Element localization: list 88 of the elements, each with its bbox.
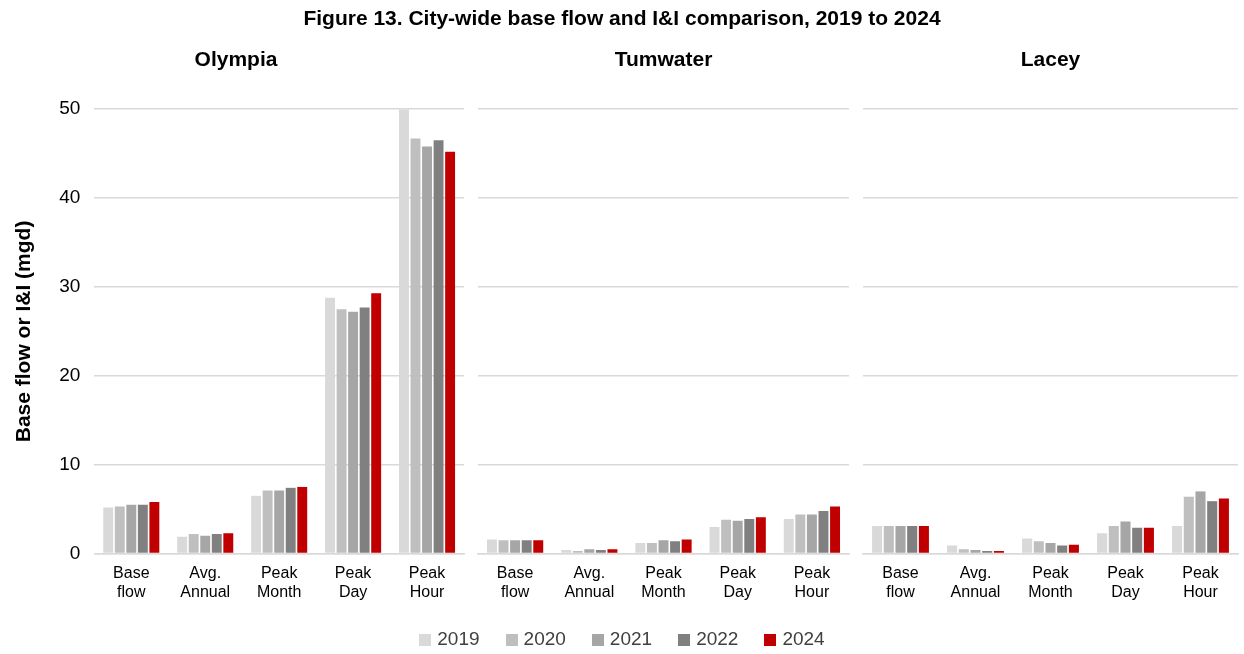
bar bbox=[262, 490, 273, 553]
x-tick-label: Peak Hour bbox=[408, 563, 447, 600]
bar bbox=[970, 550, 981, 553]
bar bbox=[681, 539, 692, 553]
y-tick-label: 50 bbox=[59, 97, 81, 119]
bar bbox=[336, 309, 347, 553]
bar bbox=[422, 146, 432, 553]
legend-label: 2022 bbox=[695, 628, 739, 650]
x-tick-label: Peak Hour bbox=[1182, 563, 1220, 600]
bar bbox=[211, 534, 222, 553]
bar bbox=[285, 487, 296, 553]
bar bbox=[595, 550, 606, 553]
chart-subtitle: Tumwater bbox=[614, 47, 713, 71]
bar bbox=[670, 541, 681, 553]
bar bbox=[1068, 544, 1079, 553]
legend-label: 2019 bbox=[436, 628, 480, 650]
bar bbox=[521, 540, 532, 553]
bar bbox=[149, 502, 160, 553]
bar bbox=[410, 138, 421, 553]
bar bbox=[795, 514, 806, 553]
bar bbox=[883, 526, 894, 553]
y-axis-title: Base flow or I&I (mgd) bbox=[11, 220, 35, 443]
bar bbox=[732, 520, 743, 553]
bar bbox=[830, 506, 841, 553]
bar bbox=[918, 526, 929, 553]
x-tick-label: Peak Month bbox=[256, 563, 302, 600]
bar bbox=[371, 293, 382, 553]
x-tick-label: Peak Month bbox=[1028, 563, 1073, 600]
bar bbox=[359, 307, 370, 553]
bar bbox=[126, 504, 137, 553]
bar bbox=[1108, 526, 1119, 553]
bar bbox=[818, 510, 829, 553]
bar bbox=[200, 535, 211, 553]
bar bbox=[755, 517, 766, 553]
x-tick-label: Base flow bbox=[882, 563, 919, 600]
bar bbox=[533, 540, 544, 553]
bar bbox=[114, 506, 125, 553]
bar bbox=[1120, 521, 1131, 553]
bar bbox=[510, 540, 521, 553]
x-tick-label: Peak Day bbox=[334, 563, 373, 600]
bar bbox=[1143, 527, 1154, 553]
x-tick-label: Base flow bbox=[496, 563, 534, 600]
y-tick-label: 40 bbox=[59, 186, 81, 208]
x-tick-label: Peak Hour bbox=[793, 563, 832, 600]
bar bbox=[744, 518, 755, 553]
bar bbox=[1207, 501, 1218, 553]
bar bbox=[1195, 491, 1206, 553]
x-tick-label: Base flow bbox=[113, 563, 150, 600]
bar bbox=[1057, 545, 1068, 553]
bar bbox=[646, 542, 657, 553]
bar bbox=[445, 151, 456, 553]
bar bbox=[607, 549, 618, 553]
y-tick-label: 30 bbox=[59, 275, 81, 297]
bar bbox=[958, 549, 969, 553]
bar bbox=[498, 540, 509, 553]
y-tick-label: 0 bbox=[69, 541, 81, 563]
bar bbox=[584, 549, 595, 553]
bar bbox=[1183, 496, 1194, 553]
x-tick-label: Avg. Annual bbox=[564, 563, 615, 600]
y-tick-label: 20 bbox=[59, 364, 81, 386]
legend-label: 2021 bbox=[608, 628, 653, 650]
bar bbox=[188, 534, 199, 553]
bar bbox=[297, 486, 308, 553]
chart-subtitle: Olympia bbox=[194, 47, 278, 71]
x-tick-label: Peak Day bbox=[719, 563, 757, 600]
bar bbox=[721, 519, 732, 553]
legend-label: 2020 bbox=[522, 628, 566, 650]
bar bbox=[1045, 542, 1056, 553]
x-tick-label: Peak Month bbox=[641, 563, 686, 600]
x-tick-label: Peak Day bbox=[1107, 563, 1145, 600]
legend-label: 2024 bbox=[781, 628, 825, 650]
bar bbox=[1033, 541, 1044, 553]
bar bbox=[658, 540, 669, 553]
bar bbox=[806, 514, 817, 553]
bar bbox=[137, 504, 148, 553]
text: Figure 13. City-wide base flow and I&I comparison, 2019 to 2024 bbox=[302, 6, 942, 30]
bar bbox=[348, 311, 359, 553]
bar bbox=[895, 526, 906, 553]
x-tick-label: Avg. Annual bbox=[180, 563, 231, 600]
bar bbox=[1218, 498, 1229, 553]
bar bbox=[433, 140, 444, 553]
bar bbox=[1132, 527, 1143, 553]
chart-subtitle: Lacey bbox=[1020, 47, 1081, 71]
bar bbox=[907, 526, 918, 553]
x-tick-label: Avg. Annual bbox=[950, 563, 1001, 600]
bar bbox=[223, 533, 234, 553]
bar bbox=[274, 490, 285, 553]
y-tick-label: 10 bbox=[59, 452, 81, 474]
